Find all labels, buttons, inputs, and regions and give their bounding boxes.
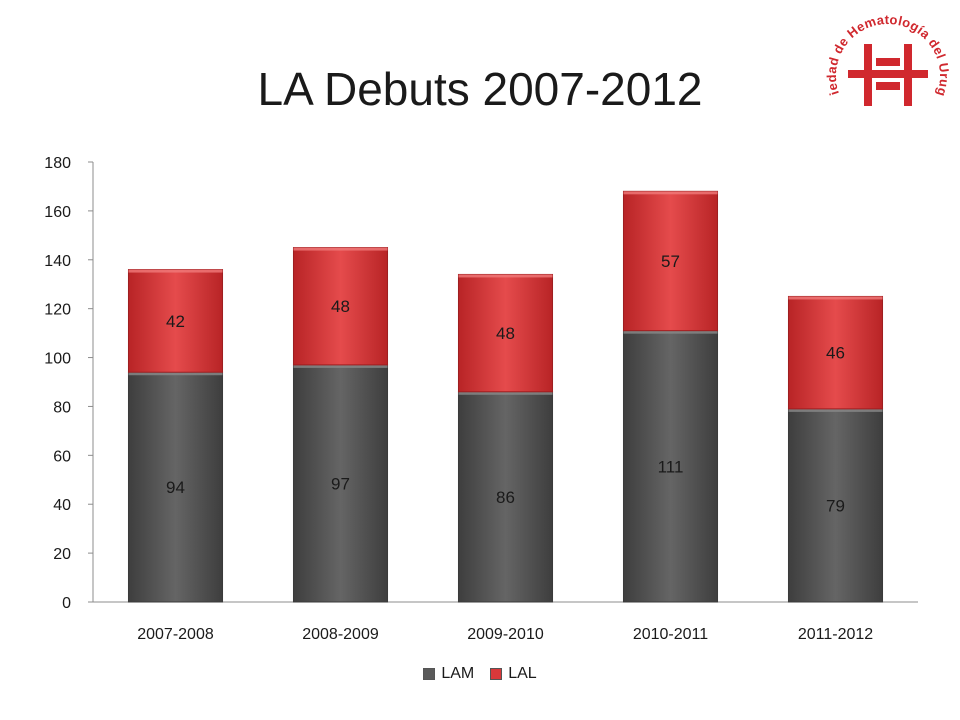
chart-title: LA Debuts 2007-2012 [257, 63, 703, 115]
data-label-lam: 97 [331, 474, 350, 493]
society-logo: Sociedad de Hematología del Uruguay [818, 4, 952, 106]
bar-lal [787, 295, 884, 410]
x-tick-label: 2010-2011 [633, 626, 708, 643]
bar-lal [457, 273, 554, 393]
legend-item-lal: LAL [490, 665, 537, 683]
bar-lal [292, 247, 389, 366]
data-label-lam: 86 [496, 488, 515, 507]
bar-highlight [458, 391, 553, 395]
x-tick-label: 2007-2008 [137, 626, 214, 643]
bar-highlight [293, 364, 388, 368]
legend-item-lam: LAM [423, 665, 474, 683]
data-label-lal: 46 [826, 344, 845, 363]
y-tick-label: 40 [53, 497, 71, 514]
y-tick-label: 180 [44, 155, 71, 172]
bar-highlight [458, 274, 553, 278]
data-label-lal: 48 [331, 297, 350, 316]
bar-highlight [788, 296, 883, 300]
bar-highlight [623, 191, 718, 195]
y-tick-label: 60 [53, 448, 71, 465]
y-tick-label: 80 [53, 399, 71, 416]
x-tick-label: 2011-2012 [798, 626, 873, 643]
bar-lam [622, 330, 719, 603]
data-label-lal: 42 [166, 312, 185, 331]
y-tick-label: 140 [44, 253, 71, 270]
bar-highlight [128, 269, 223, 273]
legend-label-lal: LAL [508, 665, 537, 682]
bar-lam [787, 408, 884, 603]
bar-lam [457, 391, 554, 603]
bar-lal [127, 269, 224, 373]
x-tick-label: 2008-2009 [302, 626, 379, 643]
data-labels: 94 42 97 48 86 48 111 57 79 46 [166, 252, 845, 515]
bar-lam [127, 371, 224, 603]
y-tick-label: 0 [62, 595, 71, 612]
bar-highlight [128, 372, 223, 376]
legend: LAM LAL [0, 665, 960, 683]
bars [127, 190, 884, 603]
data-label-lal: 48 [496, 324, 515, 343]
y-tick-label: 160 [44, 204, 71, 221]
x-tick-label: 2009-2010 [467, 626, 544, 643]
legend-swatch-lal [490, 668, 503, 680]
data-label-lam: 94 [166, 478, 185, 497]
y-tick-label: 100 [44, 351, 71, 368]
data-label-lam: 79 [826, 496, 845, 515]
data-label-lam: 111 [658, 457, 684, 476]
legend-label-lam: LAM [441, 665, 475, 682]
y-tick-label: 120 [44, 302, 71, 319]
axes: 0 20 40 60 80 100 120 140 160 180 2007-2008 2008-20… [44, 155, 918, 643]
y-tick-label: 20 [53, 546, 71, 563]
bar-highlight [788, 408, 883, 412]
bar-lal [622, 190, 719, 332]
bar-highlight [623, 330, 718, 334]
legend-swatch-lam [423, 668, 436, 680]
data-label-lal: 57 [661, 252, 680, 271]
bar-highlight [293, 247, 388, 251]
